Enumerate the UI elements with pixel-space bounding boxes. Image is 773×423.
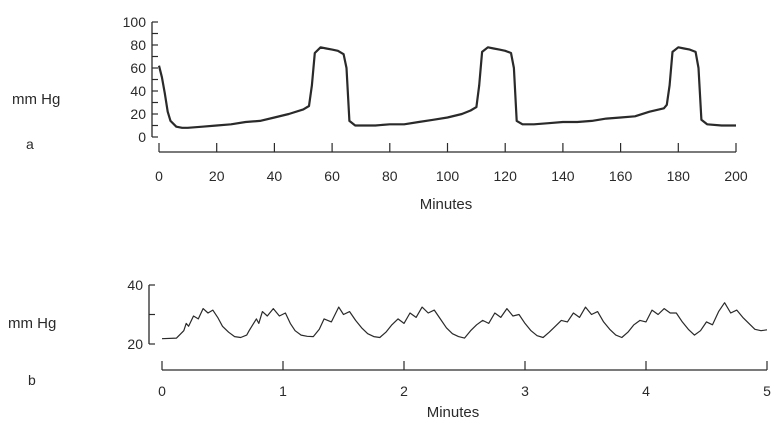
x-tick-label: 2 (400, 383, 408, 399)
y-axis-label: mm Hg (12, 91, 60, 108)
x-tick-label: 5 (763, 383, 771, 399)
y-tick-label: 40 (127, 277, 143, 293)
y-tick-label: 20 (127, 336, 143, 352)
x-tick-label: 20 (209, 168, 225, 184)
y-tick-label: 20 (130, 106, 146, 122)
x-tick-label: 60 (324, 168, 340, 184)
x-tick-label: 4 (642, 383, 650, 399)
x-axis-label: Minutes (420, 196, 473, 213)
x-tick-label: 180 (667, 168, 691, 184)
x-tick-label: 1 (279, 383, 287, 399)
data-line (157, 46, 736, 129)
data-series-line (161, 302, 768, 340)
x-axis-label: Minutes (427, 404, 480, 421)
x-tick-label: 40 (267, 168, 283, 184)
x-tick-label: 100 (436, 168, 460, 184)
x-tick-label: 3 (521, 383, 529, 399)
x-tick-label: 0 (155, 168, 163, 184)
y-tick-label: 0 (138, 129, 146, 145)
x-tick-label: 120 (494, 168, 518, 184)
y-tick-label: 40 (130, 83, 146, 99)
y-tick-label: 100 (123, 14, 147, 30)
panel-a-chart: 0 20 40 60 80 100 0 20 40 60 80 100 120 140 160 180 200… (12, 14, 748, 213)
x-axis: 0 20 40 60 80 100 120 140 160 180 200 (155, 143, 748, 184)
x-tick-label: 140 (551, 168, 575, 184)
x-tick-label: 0 (158, 383, 166, 399)
data-line (161, 302, 768, 340)
x-tick-label: 200 (724, 168, 748, 184)
y-tick-label: 80 (130, 37, 146, 53)
x-tick-label: 80 (382, 168, 398, 184)
x-axis: 0 1 2 3 4 5 (158, 361, 771, 399)
panel-label: a (26, 136, 34, 152)
y-axis-label: mm Hg (8, 315, 56, 332)
y-axis: 0 20 40 60 80 100 (123, 14, 158, 145)
data-series-line (157, 46, 736, 129)
panel-label: b (28, 372, 36, 388)
y-tick-label: 60 (130, 60, 146, 76)
x-tick-label: 160 (609, 168, 633, 184)
